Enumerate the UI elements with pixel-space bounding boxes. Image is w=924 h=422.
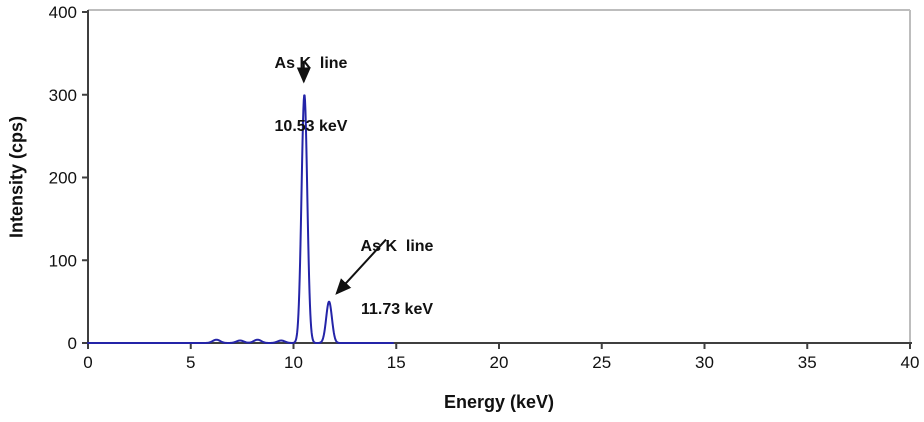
- annotation-kalpha-line2: 10.53 keV: [274, 118, 348, 135]
- y-tick-label: 100: [49, 251, 77, 270]
- spectrum-line: [87, 94, 394, 344]
- y-tick-label: 0: [68, 334, 77, 353]
- x-tick-label: 25: [592, 353, 611, 372]
- y-tick-label: 400: [49, 3, 77, 22]
- x-tick-label: 5: [186, 353, 195, 372]
- y-axis-title: Intensity (cps): [6, 115, 27, 239]
- x-tick-label: 30: [695, 353, 714, 372]
- annotation-kbeta-line2: 11.73 keV: [360, 301, 434, 318]
- x-tick-label: 40: [901, 353, 920, 372]
- y-tick-label: 300: [49, 86, 77, 105]
- annotation-kalpha: As K line 10.53 keV: [266, 11, 356, 179]
- x-axis-title: Energy (keV): [443, 392, 555, 412]
- x-tick-label: 10: [284, 353, 303, 372]
- annotation-kalpha-line1: As K line: [274, 55, 348, 72]
- annotation-kbeta-line1: As K line: [360, 238, 434, 255]
- x-tick-label: 15: [387, 353, 406, 372]
- annotation-arrow-2: [335, 238, 387, 295]
- annotation-kbeta: As K line 11.73 keV: [352, 194, 442, 362]
- x-tick-label: 35: [798, 353, 817, 372]
- x-tick-label: 0: [83, 353, 92, 372]
- y-tick-label: 200: [49, 169, 77, 188]
- x-tick-label: 20: [490, 353, 509, 372]
